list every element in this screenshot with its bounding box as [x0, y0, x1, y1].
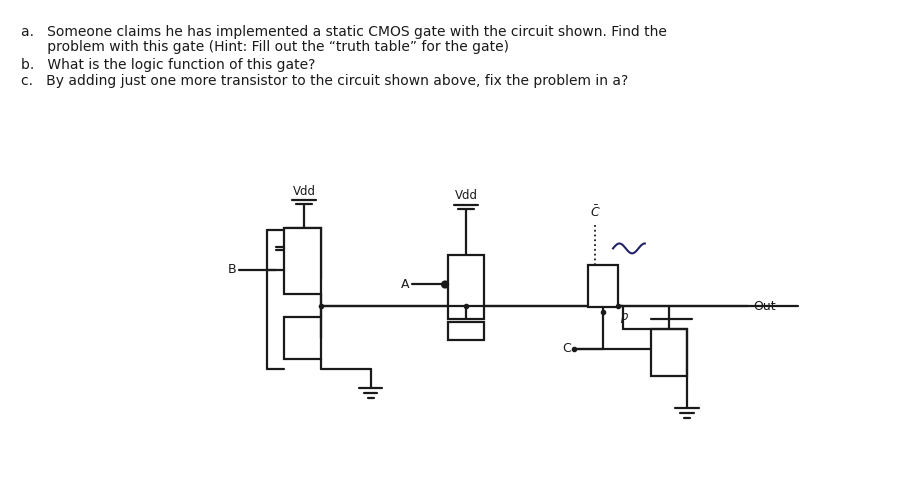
- Bar: [284, 317, 321, 359]
- Text: Vdd: Vdd: [454, 189, 478, 202]
- Text: Out: Out: [753, 300, 776, 313]
- Text: b.   What is the logic function of this gate?: b. What is the logic function of this ga…: [21, 58, 315, 72]
- Text: B: B: [228, 263, 237, 276]
- Circle shape: [442, 282, 448, 287]
- Text: a.   Someone claims he has implemented a static CMOS gate with the circuit shown: a. Someone claims he has implemented a s…: [21, 25, 666, 39]
- Text: problem with this gate (Hint: Fill out the “truth table” for the gate): problem with this gate (Hint: Fill out t…: [21, 41, 509, 55]
- Text: C: C: [562, 342, 571, 355]
- Text: c.   By adding just one more transistor to the circuit shown above, fix the prob: c. By adding just one more transistor to…: [21, 74, 628, 88]
- Bar: [588, 265, 618, 307]
- Bar: [284, 228, 321, 294]
- Text: A: A: [400, 278, 410, 291]
- Text: $\bar{C}$: $\bar{C}$: [590, 205, 601, 220]
- Bar: [287, 228, 321, 278]
- Text: p: p: [620, 310, 628, 323]
- Text: Vdd: Vdd: [292, 185, 316, 198]
- Bar: [448, 322, 484, 340]
- Bar: [448, 255, 484, 319]
- Bar: [651, 329, 686, 376]
